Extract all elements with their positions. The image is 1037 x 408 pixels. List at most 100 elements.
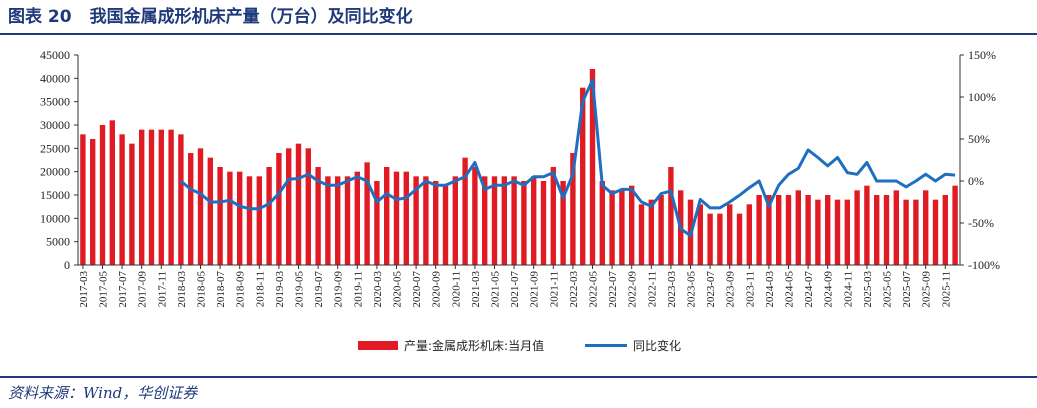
left-tick-label: 45000 [40, 48, 70, 62]
x-tick-label: 2024-07 [803, 271, 815, 308]
bar-2020-06 [403, 171, 409, 265]
bar-2019-10 [344, 176, 351, 265]
bar-2021-07 [511, 176, 517, 265]
right-tick-label: -100% [968, 258, 1000, 272]
bar-2021-11 [550, 167, 556, 265]
bar-2018-04 [188, 153, 194, 265]
x-tick-label: 2018-07 [215, 271, 227, 308]
bar-2023-06 [697, 204, 703, 265]
bar-2019-08 [325, 176, 331, 265]
x-tick-label: 2017-09 [137, 271, 149, 308]
x-tick-label: 2018-09 [235, 271, 247, 308]
bar-2023-12 [756, 195, 762, 265]
bar-2020-07 [413, 176, 419, 265]
x-tick-label: 2021-09 [529, 271, 541, 308]
x-tick-label: 2020-09 [431, 271, 443, 308]
bar-2020-05 [393, 171, 400, 265]
title-text: 我国金属成形机床产量（万台）及同比变化 [89, 7, 413, 27]
x-tick-label: 2017-11 [156, 271, 168, 307]
left-tick-label: 0 [64, 258, 70, 272]
x-tick-label: 2024-05 [784, 271, 796, 308]
bar-2018-09 [237, 171, 243, 265]
left-tick-label: 5000 [46, 235, 70, 249]
bar-2019-12 [364, 162, 370, 265]
x-tick-label: 2022-05 [588, 271, 600, 308]
bar-2019-09 [335, 176, 341, 265]
x-tick-label: 2018-05 [196, 271, 208, 308]
x-tick-label: 2025-11 [940, 271, 952, 307]
left-tick-label: 15000 [40, 188, 70, 202]
bar-2025-03 [864, 185, 870, 265]
bar-2021-12 [560, 181, 566, 265]
bar-2019-03 [276, 153, 282, 265]
right-tick-label: 100% [968, 90, 996, 104]
legend-label-bar: 产量:金属成形机床:当月值 [404, 338, 544, 353]
left-axis: 0 5000 10000 15000 20000 25000 30000 35000 40000… [40, 48, 79, 272]
bar-2018-11 [256, 176, 262, 265]
bar-2024-03 [766, 195, 772, 265]
x-tick-label: 2025-09 [921, 271, 933, 308]
bar-2019-11 [354, 171, 360, 265]
bar-2022-05 [589, 69, 596, 265]
chart-canvas: 0 5000 10000 15000 20000 25000 30000 35000 40000… [40, 48, 1000, 353]
x-tick-label: 2019-07 [313, 271, 325, 308]
bar-2024-11 [844, 199, 850, 265]
left-tick-label: 10000 [40, 211, 70, 225]
x-tick-label: 2019-11 [352, 271, 364, 307]
bar-2020-04 [384, 167, 390, 265]
x-tick-label: 2017-07 [117, 271, 129, 308]
x-tick-label: 2019-05 [294, 271, 306, 308]
x-tick-label: 2022-07 [607, 271, 619, 308]
bar-2021-09 [531, 176, 537, 265]
bar-2021-10 [540, 181, 547, 265]
x-tick-label: 2023-03 [666, 271, 678, 308]
bar-2017-11 [158, 129, 164, 265]
bar-2025-11 [942, 195, 948, 265]
bar-2022-03 [570, 153, 576, 265]
x-tick-label: 2017-03 [78, 271, 90, 308]
x-tick-label: 2025-03 [862, 271, 874, 308]
yoy-line [179, 78, 956, 238]
x-tick-label: 2018-11 [254, 271, 266, 307]
x-axis: 2017-03 2017-05 2017-07 2017-09 2017-11 2018-… [78, 264, 960, 308]
bar-2024-04 [776, 195, 782, 265]
line-series [179, 78, 956, 238]
x-tick-label: 2019-03 [274, 271, 286, 308]
bar-2018-03 [178, 134, 184, 265]
bar-2022-10 [638, 204, 645, 265]
bar-2020-09 [433, 181, 439, 265]
title-divider [0, 33, 1037, 35]
bar-2018-06 [207, 157, 213, 265]
bar-2019-06 [305, 148, 311, 265]
bar-2019-04 [286, 148, 292, 265]
bar-2020-03 [374, 181, 380, 265]
bar-2020-10 [442, 185, 449, 265]
bar-2021-06 [501, 176, 507, 265]
bar-2022-07 [609, 190, 615, 265]
bar-2019-05 [295, 143, 302, 265]
bar-2025-12 [952, 185, 958, 265]
bar-2017-05 [99, 125, 106, 265]
bar-2022-09 [629, 185, 635, 265]
bar-2025-09 [923, 190, 929, 265]
bar-2023-09 [727, 204, 733, 265]
bar-2018-12 [266, 167, 272, 265]
x-tick-label: 2020-05 [392, 271, 404, 308]
left-tick-label: 30000 [40, 118, 70, 132]
bar-2017-09 [139, 129, 145, 265]
bar-series [80, 69, 958, 266]
bar-2025-10 [932, 199, 939, 265]
bar-2018-05 [197, 148, 204, 265]
right-tick-label: 150% [968, 48, 996, 62]
x-tick-label: 2021-05 [490, 271, 502, 308]
bar-2017-03 [80, 134, 86, 265]
bar-2023-11 [746, 204, 752, 265]
bar-2024-07 [805, 195, 811, 265]
x-tick-label: 2020-11 [450, 271, 462, 307]
bar-2018-08 [227, 171, 233, 265]
x-tick-label: 2017-05 [98, 271, 110, 308]
x-tick-label: 2024-09 [823, 271, 835, 308]
left-tick-label: 35000 [40, 95, 70, 109]
bar-2025-08 [913, 199, 919, 265]
bar-2017-06 [109, 120, 115, 265]
